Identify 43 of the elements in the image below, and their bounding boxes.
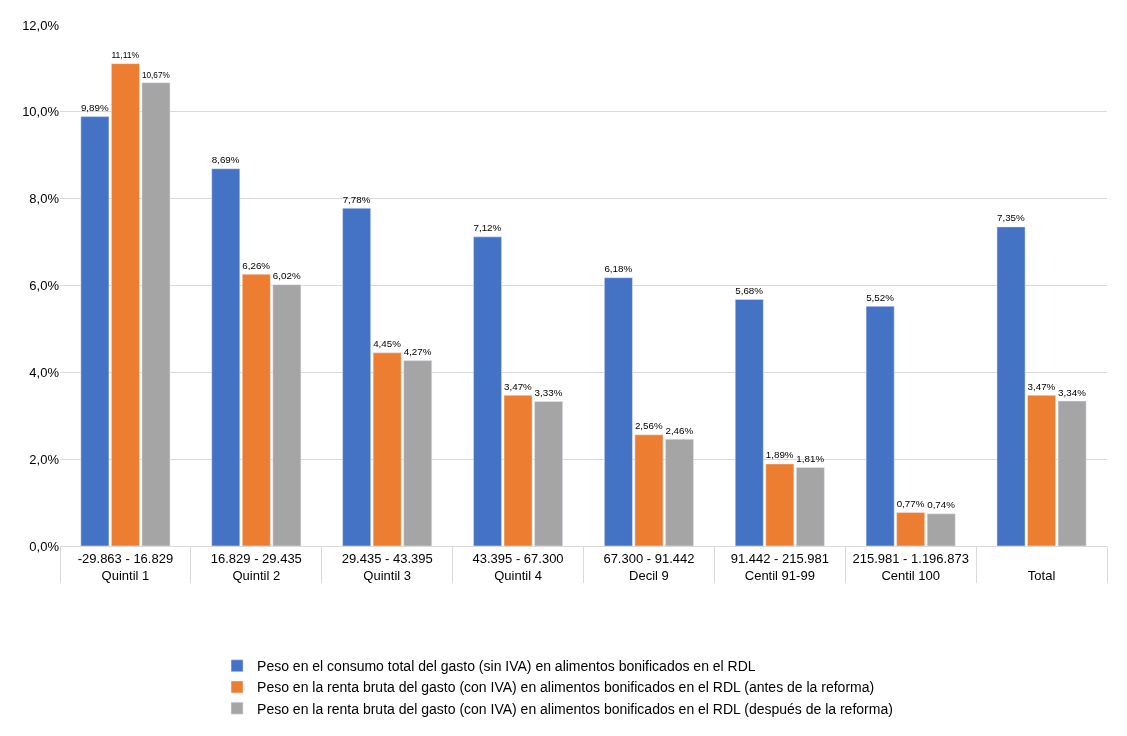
legend-label: Peso en el consumo total del gasto (sin IVA) en alimentos bonificados en el RDL (257, 658, 756, 675)
y-tick-label: 12,0% (22, 17, 60, 33)
category-label: 16.829 - 29.435 Quintil 2 (210, 550, 302, 583)
y-tick-label: 6,0% (29, 278, 60, 294)
data-label: 5,68% (735, 284, 764, 296)
x-tick-label: Total (1027, 567, 1056, 583)
legend-label: Peso en la renta bruta del gasto (con IVA) en alimentos bonificados en el RDL (después de la reforma) (257, 700, 893, 717)
data-label: 3,34% (1058, 386, 1087, 398)
data-label: 1,81% (796, 452, 825, 464)
data-label: 8,69% (211, 154, 240, 166)
y-tick-label: 4,0% (29, 364, 60, 380)
data-label: 9,89% (80, 102, 109, 114)
data-label: 1,89% (765, 449, 794, 461)
data-label: 4,27% (403, 346, 432, 358)
data-label: 3,47% (504, 380, 533, 392)
data-label: 0,77% (896, 498, 925, 510)
data-label: 2,56% (634, 420, 663, 432)
data-label: 7,78% (342, 193, 371, 205)
data-label: 5,52% (866, 291, 895, 303)
bar (211, 168, 241, 546)
y-tick-label: 10,0% (22, 104, 60, 120)
category-label: 67.300 - 91.442 Decil 9 (603, 550, 695, 583)
category-label: 91.442 - 215.981 Centil 91-99 (730, 550, 829, 583)
data-label: 6,26% (242, 259, 271, 271)
data-label: 7,12% (473, 222, 502, 234)
category-label: -29.863 - 16.829 Quintil 1 (77, 550, 174, 583)
data-label: 0,74% (927, 499, 956, 511)
y-tick-label: 2,0% (29, 451, 60, 467)
data-label: 3,47% (1027, 380, 1056, 392)
bar (926, 513, 956, 546)
category-label: 215.981 - 1.196.873 Centil 100 (852, 550, 969, 583)
data-label: 3,33% (534, 386, 563, 398)
data-label: 11,11% (111, 50, 140, 61)
y-tick-label: 0,0% (29, 538, 60, 554)
category-label: 43.395 - 67.300 Quintil 4 (472, 550, 564, 583)
data-label: 4,45% (373, 338, 402, 350)
data-label: 6,02% (272, 270, 301, 282)
data-label: 6,18% (604, 263, 633, 275)
category-label: 29.435 - 43.395 Quintil 3 (341, 550, 433, 583)
data-label: 7,35% (997, 212, 1026, 224)
y-tick-label: 8,0% (29, 191, 60, 207)
data-label: 2,46% (665, 424, 694, 436)
legend-label: Peso en la renta bruta del gasto (con IVA) en alimentos bonificados en el RDL (antes de la reforma) (257, 679, 875, 696)
